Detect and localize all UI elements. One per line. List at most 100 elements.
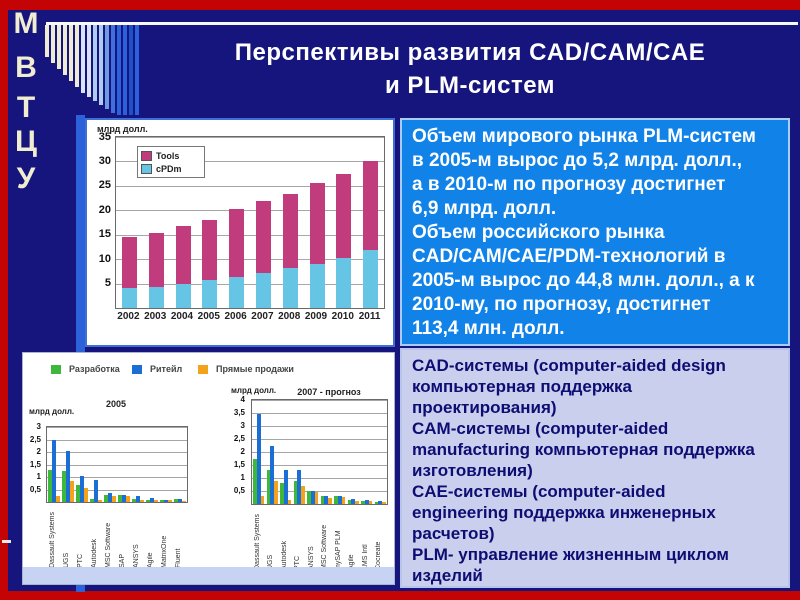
x-label-Agile: Agile	[147, 552, 154, 568]
x-label-Dassault Systems: Dassault Systems	[49, 511, 56, 568]
bar-UGS-Прямые продажи	[274, 480, 278, 504]
text-line: CAD-системы (computer-aided design	[412, 356, 726, 375]
logo-stripe	[93, 25, 97, 101]
legend-label-direct-sales: Прямые продажи	[216, 364, 294, 374]
x-label-Fluent: Fluent	[175, 548, 182, 568]
bar-Dassault Systems-Прямые продажи	[55, 495, 60, 502]
bar-MatrixOne-Разработка	[160, 500, 165, 502]
y-tick-label: 3	[240, 421, 245, 430]
gridline	[116, 137, 384, 138]
text-line: в 2005-м вырос до 5,2 млрд. долл.,	[412, 150, 743, 171]
y-tick-label: 1,5	[233, 460, 245, 469]
bar-Agile-Ритейл	[150, 498, 154, 502]
gridline	[116, 185, 384, 187]
logo-letter-М: М	[13, 7, 39, 40]
bar-UGS-Ритейл	[270, 445, 275, 504]
legend-swatch-development	[51, 364, 61, 374]
bar-2008-cPDm	[282, 268, 298, 308]
bar-LMS Intl-Ритейл	[364, 500, 369, 504]
bar-ANSYS-Разработка	[132, 499, 137, 502]
panel-definitions: CAD-системы (computer-aided design компью…	[400, 348, 790, 588]
x-label-Autodesk: Autodesk	[91, 538, 98, 568]
vendors-legend-item-direct-sales: Прямые продажи	[198, 364, 294, 374]
title-line-2: и PLM-систем	[384, 72, 556, 99]
y-tick-label: 2	[240, 447, 245, 456]
text-line: проектирования)	[412, 398, 557, 417]
legend-label-development: Разработка	[69, 364, 120, 374]
x-label-2005: 2005	[197, 311, 220, 322]
text-line: изготовления)	[412, 461, 533, 480]
y-tick-label: 3	[36, 422, 41, 431]
panel-bottom-strip	[23, 567, 394, 584]
bar-Agile-Прямые продажи	[153, 500, 158, 502]
definitions-text: CAD-системы (computer-aided design компью…	[412, 355, 778, 586]
x-label-2004: 2004	[170, 311, 194, 322]
logo-stripe	[45, 25, 49, 57]
bar-ANSYS-Ритейл	[310, 491, 315, 504]
x-label-Dassault Systems: Dassault Systems	[253, 513, 261, 570]
text-line: CAD/CAM/CAE/PDM-технологий в	[412, 246, 726, 267]
x-label-MSC Software: MSC Software	[105, 522, 112, 568]
y-tick-label: 2,5	[233, 434, 245, 443]
bar-2006-cPDm	[229, 276, 245, 308]
slide-border-bottom	[0, 591, 800, 600]
text-line: CAE-системы (computer-aided	[412, 482, 666, 501]
slide-border-top	[0, 0, 800, 10]
chart-title: 2007 - прогноз	[297, 387, 361, 397]
x-label-2008: 2008	[278, 311, 301, 322]
y-tick-label: 15	[98, 228, 111, 241]
legend-swatch-direct-sales	[198, 364, 208, 374]
gridline	[47, 452, 187, 453]
x-label-mySAP PLM: mySAP PLM	[334, 530, 342, 570]
bar-SAP-Ритейл	[122, 494, 126, 502]
bar-MSC Software-Разработка	[104, 494, 109, 502]
y-tick-label: 25	[98, 179, 111, 192]
logo-letter-У: У	[16, 162, 36, 195]
legend-swatch-cpdm	[141, 163, 152, 174]
y-axis-title: млрд долл.	[231, 386, 277, 395]
bar-Autodesk-Ритейл	[94, 479, 98, 502]
slide-border-left	[0, 0, 8, 600]
y-axis-title: млрд долл.	[97, 124, 148, 134]
logo-letter-Ц: Ц	[15, 125, 37, 158]
bar-Fluent-Прямые продажи	[181, 500, 186, 502]
bar-2005-Tools	[202, 219, 218, 280]
x-label-PTC: PTC	[294, 556, 302, 570]
gridline	[47, 464, 187, 466]
x-label-2009: 2009	[304, 311, 328, 322]
x-label-UGS: UGS	[267, 554, 275, 570]
bar-MSC Software-Ритейл	[108, 493, 112, 502]
title-line-1: Перспективы развития CAD/CAM/CAE	[234, 39, 706, 66]
gridline	[252, 426, 387, 427]
bar-2003-cPDm	[148, 286, 164, 308]
gridline	[47, 439, 187, 441]
bar-UGS-Разработка	[266, 470, 271, 504]
text-line: 2010-му, по прогнозу, достигнет	[412, 294, 711, 315]
bar-PTC-Прямые продажи	[301, 485, 305, 504]
x-label-UGS: UGS	[63, 552, 70, 568]
y-tick-label: 35	[98, 130, 111, 143]
header-rule	[46, 22, 798, 25]
y-tick-label: 10	[98, 252, 111, 265]
legend-item-cpdm: cPDm	[141, 162, 201, 175]
bar-2002-Tools	[121, 237, 137, 289]
y-tick-label: 5	[104, 277, 111, 290]
logo-stripe	[123, 25, 127, 115]
bar-Agile-Прямые продажи	[355, 501, 359, 504]
bar-Cocreate-Ритейл	[378, 501, 383, 504]
panel-world-market-chart: млрд долл. 5 10 15 20 25 30 35 2002 2003 2004 200…	[85, 118, 395, 347]
bar-LMS Intl-Разработка	[361, 501, 365, 504]
bar-mySAP PLM-Прямые продажи	[341, 496, 346, 504]
text-line: компьютерная поддержка	[412, 377, 633, 396]
bar-Dassault Systems-Прямые продажи	[260, 496, 265, 504]
y-tick-label: 0,5	[233, 486, 245, 495]
y-tick-label: 2,5	[29, 434, 41, 444]
bar-2011-Tools	[363, 161, 379, 251]
x-label-Agile: Agile	[348, 554, 356, 570]
bar-Cocreate-Прямые продажи	[382, 501, 386, 504]
x-label-2010: 2010	[331, 311, 354, 322]
x-label-2011: 2011	[358, 311, 381, 322]
slide-title: Перспективы развития CAD/CAM/CAE и PLM-с…	[150, 36, 790, 102]
bar-PTC-Прямые продажи	[83, 488, 88, 502]
